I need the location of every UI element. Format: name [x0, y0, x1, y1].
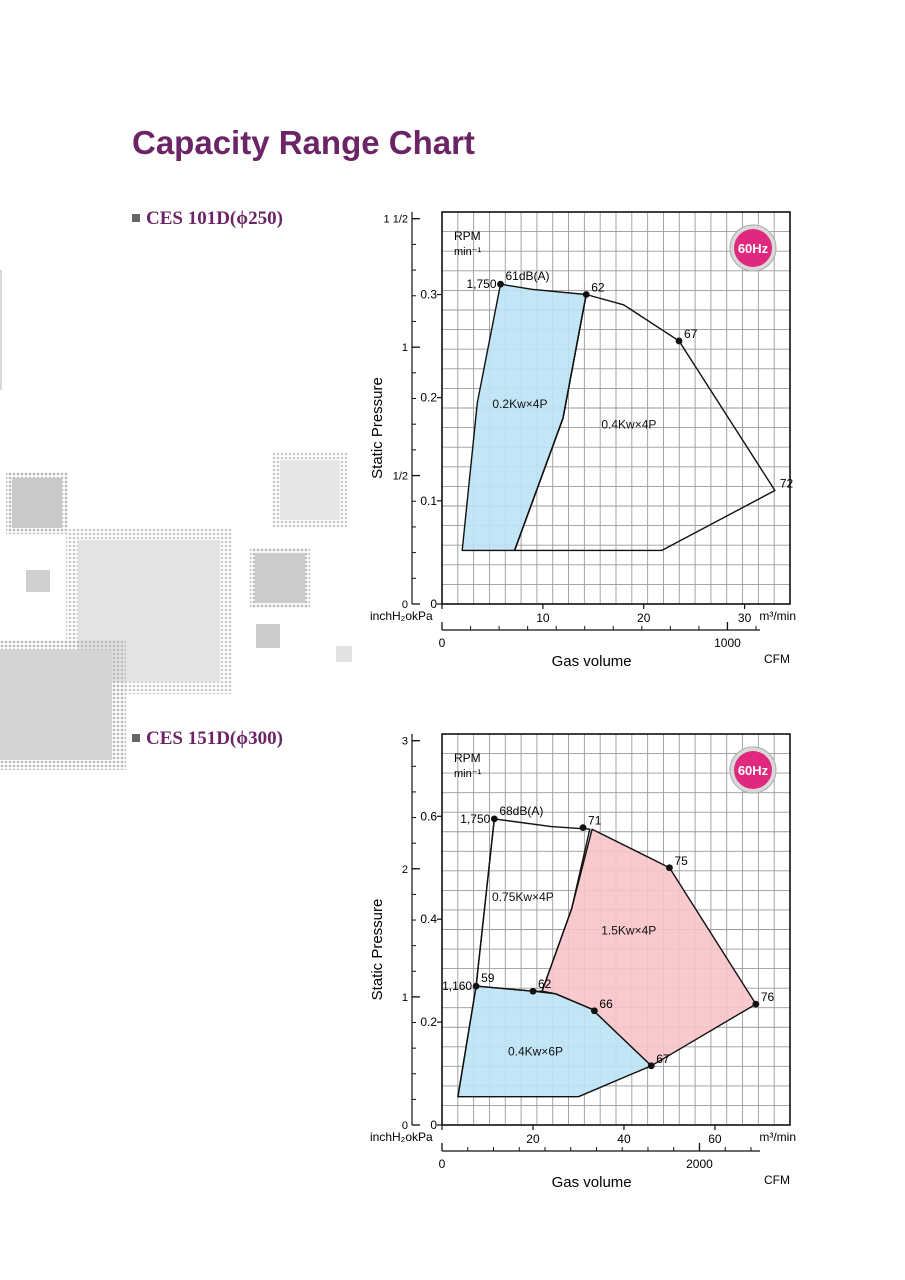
- x-unit-label: m³/min: [759, 1130, 796, 1144]
- cfm-tick-label: 0: [439, 636, 446, 650]
- y-unit-label: kPa: [412, 1130, 433, 1144]
- model-name: CES 151D(ϕ300): [146, 728, 283, 749]
- region-label: 0.75Kw×4P: [492, 890, 554, 904]
- plot-frame: [441, 733, 791, 1126]
- operating-point: [675, 337, 683, 345]
- point-label: 75: [674, 854, 688, 868]
- square-bullet-icon: [132, 733, 140, 742]
- model-name: CES 101D(ϕ250): [146, 208, 283, 229]
- y-axis-label: Static Pressure: [369, 899, 386, 1001]
- point-label: 1,750: [460, 812, 490, 826]
- x-tick-label: 10: [536, 611, 550, 625]
- region-label: 0.4Kw×6P: [508, 1045, 563, 1059]
- y2-unit-label: inchH₂o: [370, 1130, 412, 1144]
- y-unit-label: kPa: [412, 609, 433, 623]
- rpm-unit: min⁻¹: [454, 246, 482, 258]
- x-tick-label: 20: [526, 1132, 540, 1146]
- inch-tick-label: 1: [402, 342, 408, 354]
- point-label: 62: [538, 977, 552, 991]
- operating-point: [472, 982, 480, 990]
- operating-point: [582, 291, 590, 298]
- point-label: 72: [780, 477, 794, 491]
- page-title: Capacity Range Chart: [132, 124, 475, 161]
- boundary-line: [513, 294, 587, 551]
- y-axis-label: Static Pressure: [369, 377, 386, 479]
- point-label: 71: [588, 814, 602, 828]
- operating-point: [647, 1062, 655, 1070]
- x-axis-label: Gas volume: [552, 653, 632, 670]
- y-tick-label: 0.2: [420, 1015, 437, 1029]
- inch-tick-label: 0: [402, 1120, 408, 1132]
- badge-label: 60Hz: [738, 763, 769, 778]
- point-label: 76: [761, 990, 775, 1004]
- y-tick-label: 0: [430, 597, 437, 611]
- point-label: 62: [591, 281, 605, 295]
- y-tick-label: 0.6: [420, 809, 437, 823]
- model-heading-ces151d: CES 151D(ϕ300): [132, 728, 283, 750]
- y-tick-label: 0.2: [420, 391, 437, 405]
- x-unit-label: m³/min: [759, 609, 796, 623]
- inch-tick-label: 2: [402, 864, 408, 876]
- inch-tick-label: 1 1/2: [384, 214, 408, 226]
- y-tick-label: 0.3: [420, 288, 437, 302]
- operating-point: [752, 1000, 760, 1008]
- point-label: 1,750: [466, 277, 496, 291]
- operating-point: [590, 1007, 598, 1015]
- y2-unit-label: inchH₂o: [370, 609, 412, 623]
- y-tick-label: 0.4: [420, 912, 437, 926]
- point-label: 67: [656, 1052, 670, 1066]
- operating-point: [529, 987, 537, 995]
- region-label: 1.5Kw×4P: [601, 924, 656, 938]
- operating-point: [579, 824, 587, 832]
- operating-point: [497, 280, 504, 288]
- x2-unit-label: CFM: [764, 652, 790, 666]
- cfm-tick-label: 2000: [686, 1157, 713, 1171]
- point-label: 59: [481, 971, 495, 985]
- rpm-unit: min⁻¹: [454, 768, 482, 780]
- decorative-squares: [0, 270, 352, 770]
- model-heading-ces101d: CES 101D(ϕ250): [132, 208, 283, 230]
- rpm-label: RPM: [454, 229, 481, 243]
- cfm-tick-label: 1000: [714, 636, 741, 650]
- operating-point: [490, 815, 498, 823]
- point-label: 61dB(A): [506, 269, 550, 283]
- inch-tick-label: 1/2: [393, 471, 408, 483]
- region-label: 0.2Kw×4P: [492, 397, 547, 411]
- y-tick-label: 0.1: [420, 494, 437, 508]
- x-tick-label: 30: [738, 611, 752, 625]
- x-tick-label: 60: [708, 1132, 722, 1146]
- badge-label: 60Hz: [738, 241, 769, 256]
- inch-tick-label: 0: [402, 599, 408, 611]
- plot-frame: [441, 211, 791, 605]
- x-tick-label: 20: [637, 611, 651, 625]
- point-label: 1,160: [442, 979, 472, 993]
- square-bullet-icon: [132, 213, 140, 222]
- inch-tick-label: 1: [402, 992, 408, 1004]
- rpm-label: RPM: [454, 751, 481, 765]
- operating-point: [666, 864, 673, 872]
- point-label: 66: [599, 997, 613, 1011]
- badge-circle: [734, 229, 772, 267]
- region-label: 0.4Kw×4P: [601, 418, 656, 432]
- y-tick-label: 0: [430, 1118, 437, 1132]
- cfm-tick-label: 0: [439, 1157, 446, 1171]
- x2-unit-label: CFM: [764, 1173, 790, 1187]
- x-axis-label: Gas volume: [552, 1174, 632, 1191]
- badge-circle: [734, 751, 772, 789]
- inch-tick-label: 3: [402, 736, 408, 748]
- x-tick-label: 40: [617, 1132, 631, 1146]
- point-label: 67: [684, 327, 698, 341]
- point-label: 68dB(A): [499, 804, 543, 818]
